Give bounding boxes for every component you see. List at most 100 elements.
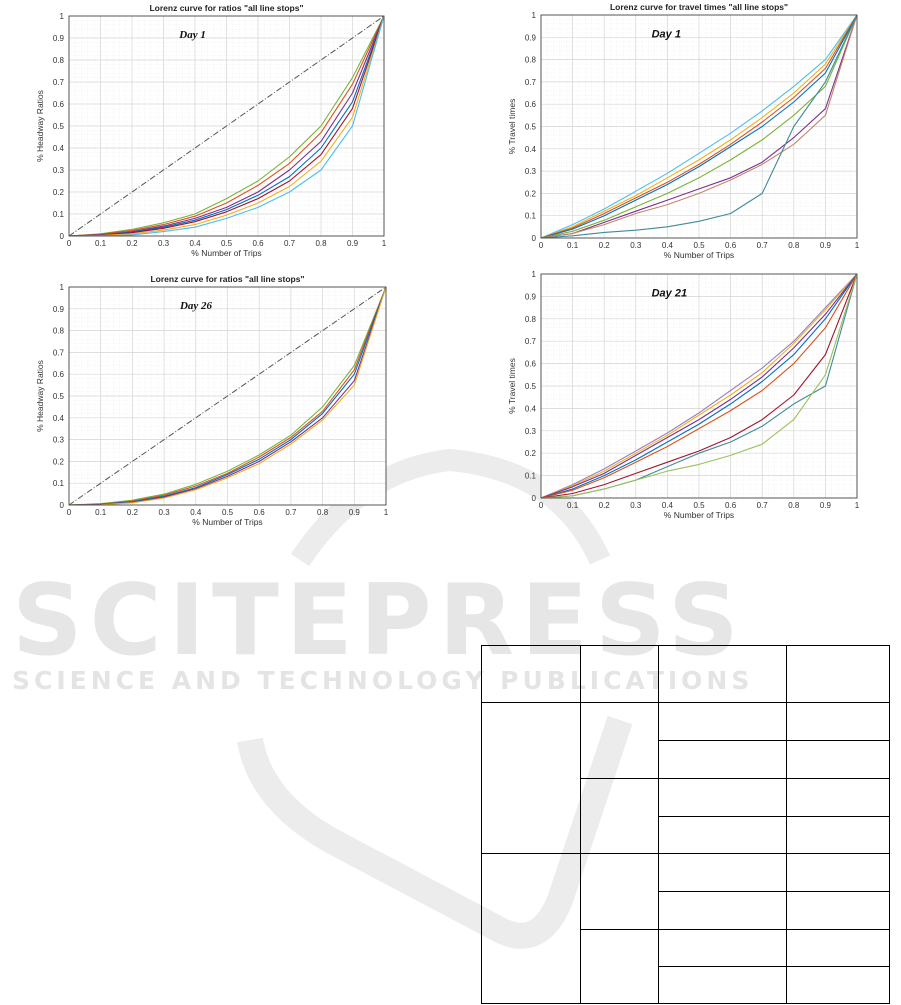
plot-frame bbox=[540, 273, 858, 499]
lorenz-curve-series-1 bbox=[68, 15, 385, 237]
y-tick-label: 0.8 bbox=[525, 56, 537, 65]
x-tick-label: 0.7 bbox=[285, 508, 297, 517]
y-tick-label: 0.5 bbox=[53, 122, 65, 131]
table-header-cell bbox=[658, 645, 787, 703]
x-tick-label: 0.8 bbox=[788, 501, 800, 510]
y-tick-label: 0.7 bbox=[525, 78, 537, 87]
y-tick-label: 0.7 bbox=[53, 78, 65, 87]
x-tick-label: 0.9 bbox=[820, 501, 832, 510]
x-tick-label: 0.4 bbox=[189, 239, 201, 248]
y-tick-label: 1 bbox=[60, 283, 65, 292]
x-axis-label: % Number of Trips bbox=[664, 510, 734, 520]
chart-2: 0 0.1 0.2 0.3 0.4 0.5 0.6 0.7 0.8 0.9 1 0 0.1 0.2 0.3 0… bbox=[507, 2, 860, 260]
table-row bbox=[481, 702, 890, 854]
y-axis-label: % Headway Ratios bbox=[35, 90, 45, 162]
y-tick-label: 0.3 bbox=[525, 427, 537, 436]
lorenz-curve-series-5 bbox=[540, 14, 858, 239]
y-axis-label: % Headway Ratios bbox=[35, 360, 45, 432]
table-cell bbox=[658, 966, 787, 1004]
lorenz-curve-series-7 bbox=[540, 14, 858, 239]
x-tick-label: 0.1 bbox=[567, 501, 579, 510]
x-tick-label: 0.7 bbox=[757, 241, 769, 250]
y-tick-label: 0 bbox=[532, 494, 537, 503]
x-tick-label: 0.3 bbox=[630, 241, 642, 250]
y-tick-label: 0.6 bbox=[53, 370, 65, 379]
lorenz-curve-series-3 bbox=[68, 286, 387, 506]
x-tick-label: 0 bbox=[539, 501, 544, 510]
y-tick-label: 0.1 bbox=[53, 210, 65, 219]
x-tick-label: 0 bbox=[67, 239, 72, 248]
y-tick-label: 0.1 bbox=[525, 212, 537, 221]
y-tick-label: 0.7 bbox=[525, 337, 537, 346]
x-axis-label: % Number of Trips bbox=[191, 248, 261, 258]
table-cell bbox=[658, 740, 787, 779]
y-tick-label: 0.8 bbox=[53, 56, 65, 65]
table-row bbox=[482, 966, 890, 1004]
y-tick-label: 0.2 bbox=[525, 189, 537, 198]
table-row bbox=[482, 778, 890, 854]
lorenz-curve-series-6 bbox=[540, 273, 858, 499]
x-tick-label: 0.5 bbox=[693, 241, 705, 250]
y-tick-label: 0.9 bbox=[525, 33, 537, 42]
lorenz-curve-series-2 bbox=[540, 273, 858, 499]
day-annotation: Day 21 bbox=[652, 287, 687, 299]
x-tick-label: 0.6 bbox=[725, 241, 737, 250]
x-tick-label: 0.8 bbox=[315, 239, 327, 248]
table-cell bbox=[786, 702, 890, 741]
lorenz-curve-series-3 bbox=[540, 273, 858, 499]
table-cell bbox=[786, 816, 890, 854]
y-tick-label: 0.6 bbox=[53, 100, 65, 109]
lorenz-curve-series-5 bbox=[68, 286, 387, 506]
table-row bbox=[482, 816, 890, 854]
table-cell bbox=[658, 778, 787, 817]
x-tick-label: 0.3 bbox=[159, 508, 171, 517]
x-tick-label: 0.3 bbox=[630, 501, 642, 510]
table-cell bbox=[580, 929, 659, 1004]
table-cell bbox=[786, 778, 890, 817]
x-tick-label: 0.2 bbox=[599, 501, 611, 510]
lorenz-curve-series-7 bbox=[69, 15, 385, 237]
y-tick-label: 0.4 bbox=[525, 404, 537, 413]
plot-frame bbox=[540, 14, 858, 239]
x-tick-label: 0.2 bbox=[599, 241, 611, 250]
table-cell bbox=[786, 891, 890, 930]
lorenz-curve-series-6 bbox=[68, 15, 385, 237]
y-tick-label: 0.1 bbox=[53, 479, 65, 488]
x-tick-label: 0.7 bbox=[284, 239, 296, 248]
x-tick-label: 0.9 bbox=[820, 241, 832, 250]
x-tick-label: 0.1 bbox=[95, 508, 107, 517]
lorenz-curve-series-8 bbox=[540, 273, 858, 499]
chart-3: 0 0.1 0.2 0.3 0.4 0.5 0.6 0.7 0.8 0.9 1 0 0.1 0.2 0.3 0… bbox=[35, 274, 389, 527]
table-row bbox=[482, 740, 890, 779]
x-tick-label: 0.1 bbox=[95, 239, 107, 248]
y-tick-label: 0.4 bbox=[53, 414, 65, 423]
table-cell bbox=[658, 816, 787, 854]
y-tick-label: 0.5 bbox=[525, 123, 537, 132]
chart-title: Lorenz curve for ratios "all line stops" bbox=[149, 3, 303, 13]
y-tick-label: 0 bbox=[60, 232, 65, 241]
table-cell bbox=[580, 702, 659, 779]
lorenz-curve-series-4 bbox=[540, 273, 858, 499]
lorenz-curve-series-2 bbox=[68, 15, 385, 237]
plot-frame bbox=[68, 15, 385, 237]
y-tick-label: 0.2 bbox=[53, 457, 65, 466]
lorenz-curve-series-5 bbox=[68, 15, 385, 237]
x-tick-label: 0.4 bbox=[190, 508, 202, 517]
x-tick-label: 0 bbox=[539, 241, 544, 250]
lorenz-curve-series-2 bbox=[540, 14, 858, 239]
table-cell bbox=[786, 929, 890, 967]
y-tick-label: 0 bbox=[60, 501, 65, 510]
chart-title: Lorenz curve for travel times "all line … bbox=[610, 2, 788, 12]
x-tick-label: 0.4 bbox=[662, 241, 674, 250]
x-tick-label: 0.5 bbox=[693, 501, 705, 510]
lorenz-curve-series-6 bbox=[540, 14, 858, 239]
x-tick-label: 0 bbox=[67, 508, 72, 517]
table-row bbox=[482, 891, 890, 930]
y-tick-label: 0.3 bbox=[53, 166, 65, 175]
x-tick-label: 0.7 bbox=[757, 501, 769, 510]
y-tick-label: 0.2 bbox=[525, 449, 537, 458]
x-tick-label: 0.9 bbox=[347, 239, 359, 248]
x-tick-label: 0.3 bbox=[158, 239, 170, 248]
lorenz-curve-series-8 bbox=[540, 14, 858, 239]
x-tick-label: 0.6 bbox=[725, 501, 737, 510]
